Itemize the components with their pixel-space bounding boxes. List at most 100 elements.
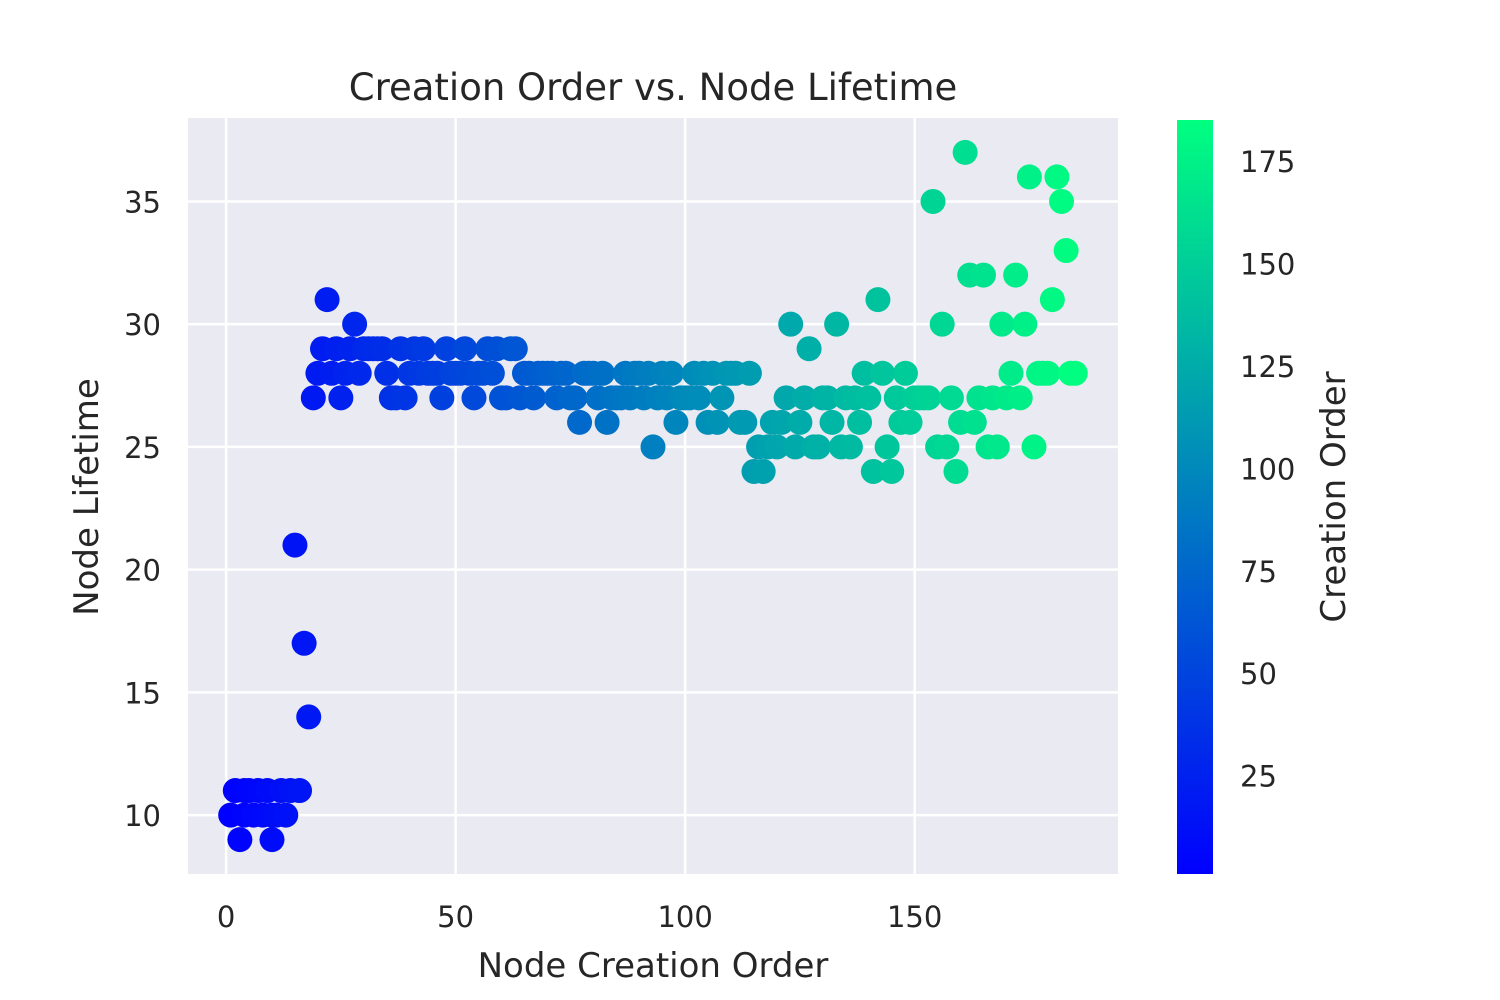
data-point xyxy=(521,385,547,411)
data-point xyxy=(461,385,487,411)
data-point xyxy=(819,409,845,435)
data-point xyxy=(273,802,299,828)
data-point xyxy=(300,385,326,411)
grid-lines xyxy=(188,118,1118,874)
data-point xyxy=(502,336,528,362)
data-point xyxy=(796,336,822,362)
data-point xyxy=(296,704,322,730)
data-point xyxy=(433,336,459,362)
data-point xyxy=(879,458,905,484)
data-point xyxy=(1007,385,1033,411)
data-point xyxy=(567,409,593,435)
x-tick-label: 0 xyxy=(217,900,235,934)
colorbar-label: Creation Order xyxy=(1314,371,1354,622)
plot-area xyxy=(188,118,1118,874)
y-axis-label: Node Lifetime xyxy=(67,378,107,616)
data-point xyxy=(847,409,873,435)
y-tick-label: 35 xyxy=(124,185,161,219)
data-point xyxy=(764,434,790,460)
data-point xyxy=(769,409,795,435)
data-points xyxy=(218,139,1088,853)
y-tick-label: 30 xyxy=(124,308,161,342)
data-point xyxy=(856,385,882,411)
data-point xyxy=(883,385,909,411)
data-point xyxy=(1053,238,1079,264)
colorbar-ticks: 25 50 75 100 125 150 175 xyxy=(1240,145,1295,794)
data-point xyxy=(998,360,1024,386)
colorbar-tick-label: 50 xyxy=(1240,657,1277,691)
data-point xyxy=(658,360,684,386)
data-point xyxy=(314,287,340,313)
data-point xyxy=(1016,164,1042,190)
data-point xyxy=(1021,434,1047,460)
data-point xyxy=(874,434,900,460)
data-point xyxy=(479,360,505,386)
data-point xyxy=(709,385,735,411)
data-point xyxy=(686,385,712,411)
data-point xyxy=(851,360,877,386)
data-point xyxy=(897,409,923,435)
data-point xyxy=(562,385,588,411)
data-point xyxy=(590,360,616,386)
data-point xyxy=(778,311,804,337)
data-point xyxy=(805,434,831,460)
data-point xyxy=(943,458,969,484)
colorbar-tick-label: 175 xyxy=(1240,145,1295,179)
data-point xyxy=(374,360,400,386)
data-point xyxy=(791,385,817,411)
data-point xyxy=(287,778,313,804)
data-point xyxy=(594,409,620,435)
y-tick-label: 15 xyxy=(124,676,161,710)
data-point xyxy=(227,827,253,853)
data-point xyxy=(1003,262,1029,288)
data-point xyxy=(860,458,886,484)
data-point xyxy=(952,139,978,165)
data-point xyxy=(865,287,891,313)
data-point xyxy=(773,385,799,411)
data-point xyxy=(346,360,372,386)
data-point xyxy=(369,336,395,362)
data-point xyxy=(1049,188,1075,214)
data-point xyxy=(704,409,730,435)
x-tick-label: 150 xyxy=(887,900,942,934)
data-point xyxy=(892,360,918,386)
data-point xyxy=(989,311,1015,337)
data-point xyxy=(837,434,863,460)
data-point xyxy=(750,458,776,484)
data-point xyxy=(938,385,964,411)
y-axis-ticks: 10 15 20 25 30 35 xyxy=(124,185,161,833)
data-point xyxy=(282,532,308,558)
data-point xyxy=(824,311,850,337)
y-tick-label: 20 xyxy=(124,554,161,588)
y-tick-label: 25 xyxy=(124,431,161,465)
data-point xyxy=(1062,360,1088,386)
data-point xyxy=(640,434,666,460)
colorbar xyxy=(1177,120,1213,874)
data-point xyxy=(787,409,813,435)
data-point xyxy=(1035,360,1061,386)
colorbar-tick-label: 150 xyxy=(1240,247,1295,281)
data-point xyxy=(929,311,955,337)
data-point xyxy=(971,262,997,288)
data-point xyxy=(920,188,946,214)
data-point xyxy=(1012,311,1038,337)
data-point xyxy=(259,827,285,853)
x-tick-label: 100 xyxy=(657,900,712,934)
data-point xyxy=(410,336,436,362)
data-point xyxy=(1039,287,1065,313)
data-point xyxy=(782,434,808,460)
colorbar-tick-label: 125 xyxy=(1240,350,1295,384)
data-point xyxy=(732,409,758,435)
data-point xyxy=(291,630,317,656)
data-point xyxy=(663,409,689,435)
data-point xyxy=(870,360,896,386)
data-point xyxy=(328,385,354,411)
colorbar-tick-label: 100 xyxy=(1240,452,1295,486)
colorbar-tick-label: 25 xyxy=(1240,760,1277,794)
data-point xyxy=(1044,164,1070,190)
x-axis-ticks: 0 50 100 150 xyxy=(217,900,942,934)
data-point xyxy=(814,385,840,411)
data-point xyxy=(915,385,941,411)
